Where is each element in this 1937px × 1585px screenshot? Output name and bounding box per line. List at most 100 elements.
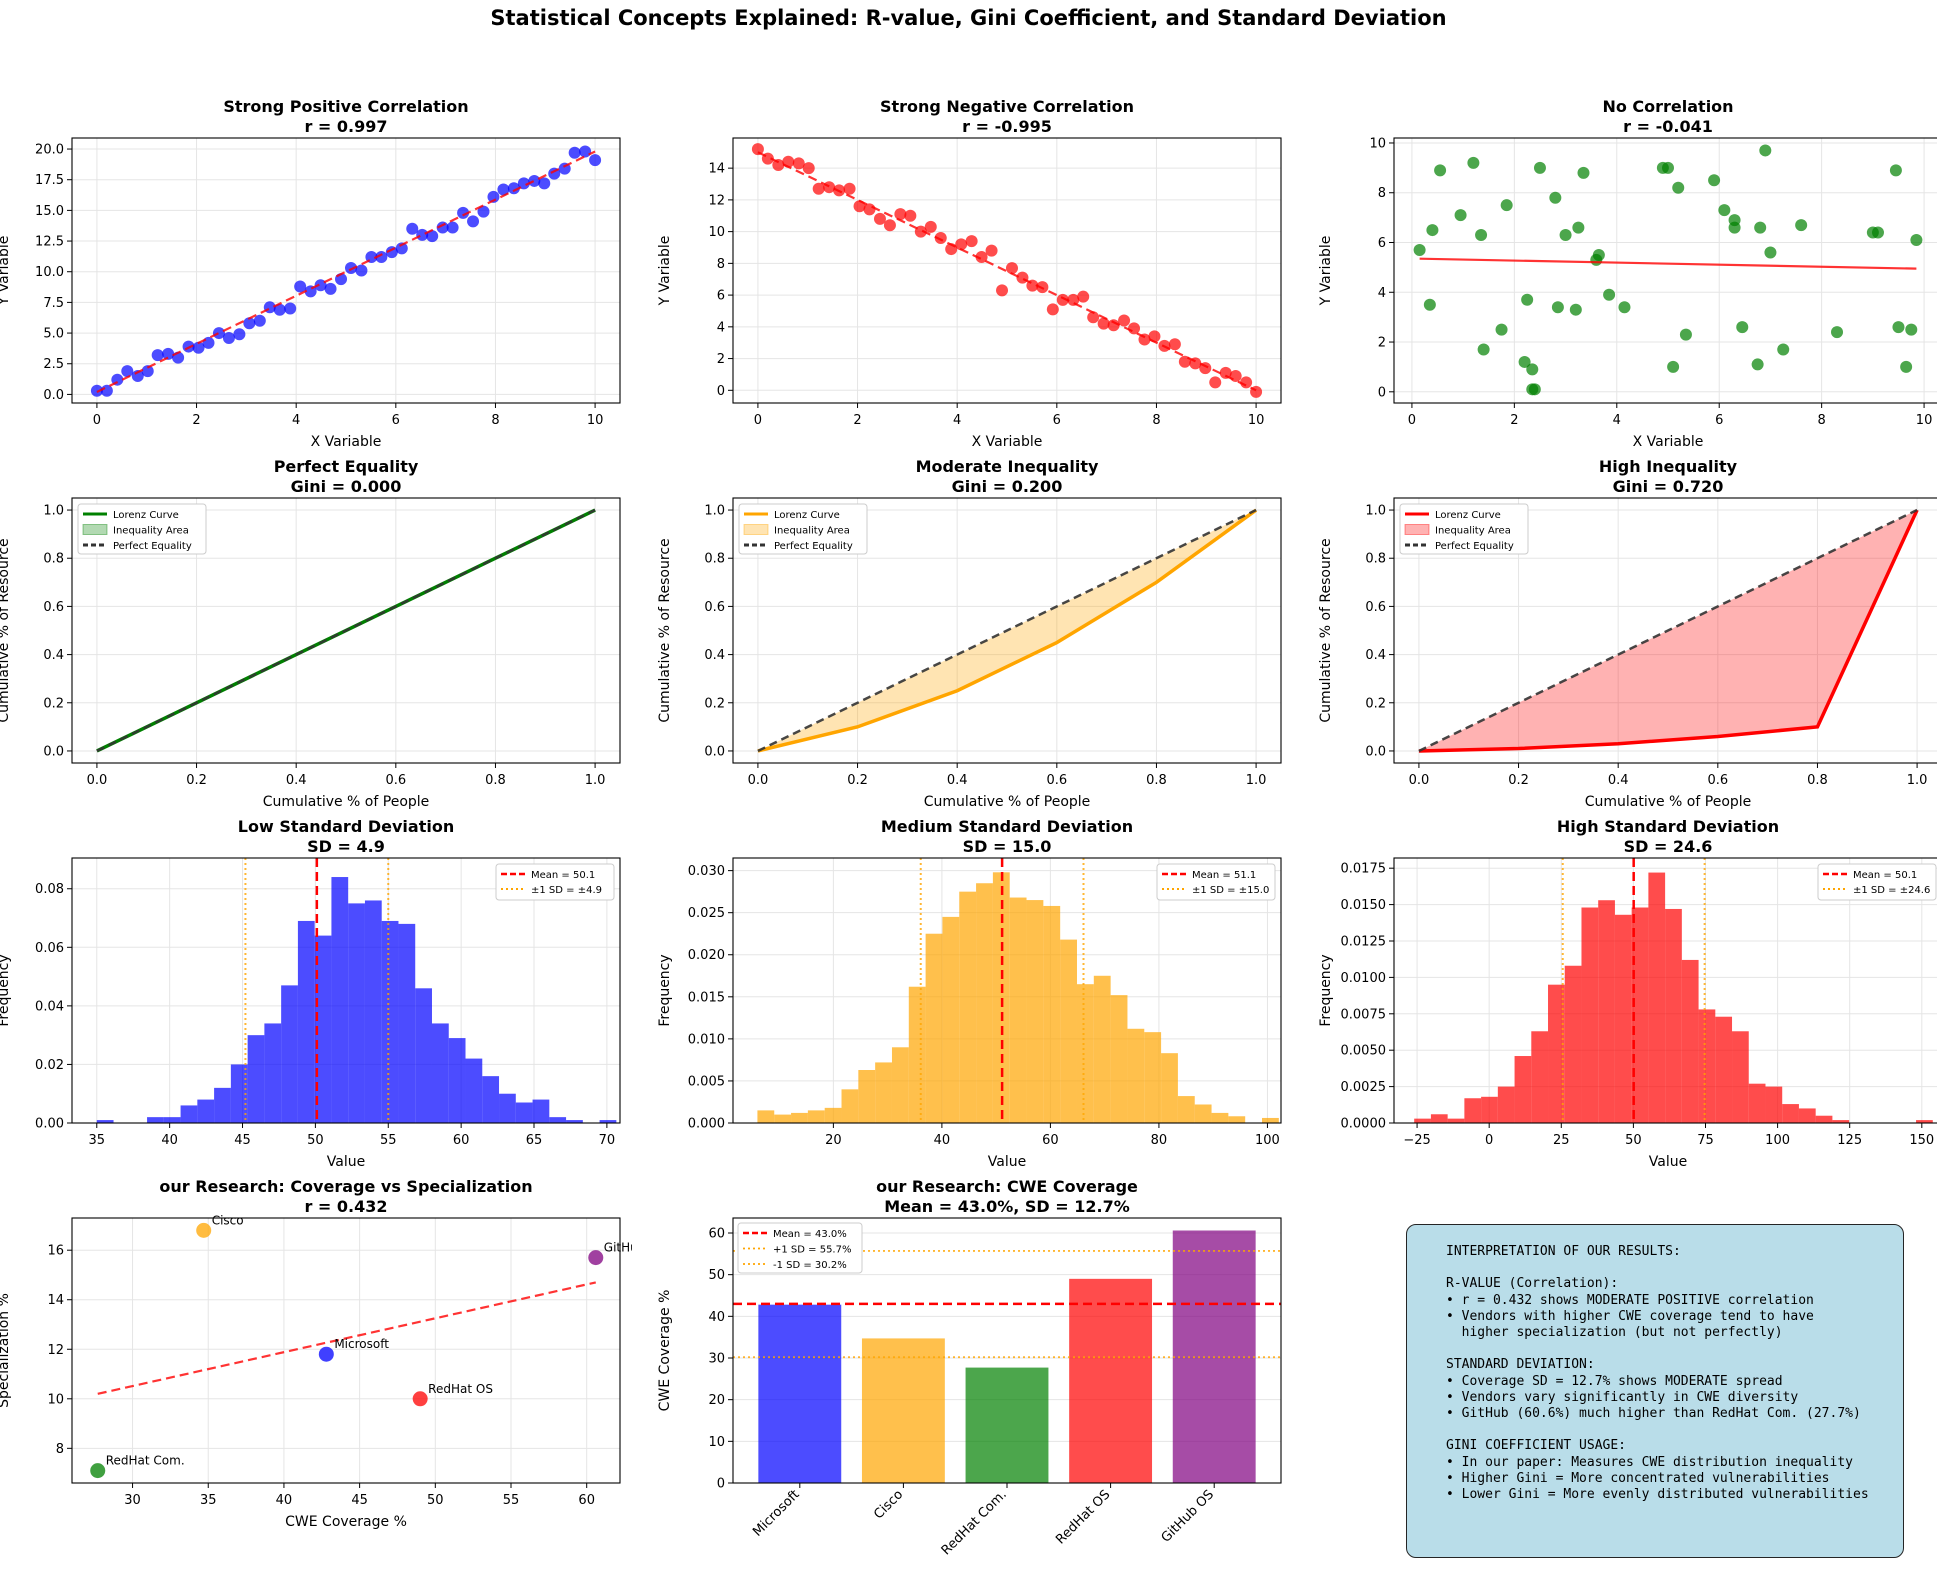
perfect-equality-line	[1418, 508, 1918, 753]
y-tick-label: 4	[1378, 286, 1386, 301]
x-axis: −25 0 25 50 75 100 125 150	[1403, 1123, 1934, 1148]
legend: Lorenz Curve Inequality Area Perfect Equal…	[77, 503, 207, 555]
y-tick-label: 0.4	[704, 648, 725, 663]
x-tick-label: 8	[1818, 413, 1826, 428]
y-tick-label: 4	[717, 320, 725, 335]
y-axis-label: Y Variable	[657, 236, 673, 307]
scatter-point	[1592, 248, 1605, 261]
legend-label: Mean = 51.1	[1192, 870, 1256, 881]
scatter-point	[985, 244, 998, 257]
scatter-point	[314, 279, 327, 292]
scatter-point	[924, 220, 937, 233]
scatter-point	[1467, 156, 1480, 169]
histogram-bar	[1228, 1116, 1246, 1123]
histogram-bar	[807, 1110, 825, 1123]
histogram-bar	[1177, 1096, 1195, 1123]
scatter-point	[1736, 321, 1749, 334]
chart-subtitle: SD = 15.0	[963, 837, 1052, 856]
y-tick-label: 0.00	[35, 1117, 64, 1132]
x-tick-label: 2	[1510, 413, 1518, 428]
histogram-bar	[942, 916, 960, 1123]
x-tick-label: 125	[1837, 1133, 1862, 1148]
interpretation-line: • r = 0.432 shows MODERATE POSITIVE corr…	[1446, 1292, 1814, 1308]
y-axis: 0.0000 0.0025 0.0050 0.0075 0.0100 0.0125 0.01…	[1341, 862, 1394, 1132]
y-tick-label: 0.000	[688, 1117, 725, 1132]
scatter-point	[1795, 219, 1808, 232]
y-tick-label: 0.025	[688, 906, 725, 921]
chart-subtitle: Gini = 0.200	[952, 477, 1063, 496]
scatter-point	[568, 146, 581, 159]
y-tick-label: 0.6	[704, 600, 725, 615]
scatter-point	[151, 349, 164, 362]
histogram-bar	[925, 933, 943, 1123]
histogram-bar	[992, 872, 1010, 1123]
x-axis-label: Cumulative % of People	[1585, 794, 1752, 810]
y-tick-label: 0.0	[43, 744, 64, 759]
scatter-point	[1728, 214, 1741, 227]
histogram-bar	[1765, 1086, 1783, 1123]
histogram-bar	[774, 1114, 792, 1123]
y-axis-label: Frequency	[1318, 954, 1334, 1026]
legend: Mean = 50.1 ±1 SD = ±4.9	[495, 863, 615, 901]
scatter-point	[1219, 366, 1232, 379]
scatter-point	[426, 230, 439, 243]
scatter-point	[1603, 288, 1616, 301]
chart-title: Strong Negative Correlation	[880, 97, 1134, 116]
y-axis: 0 10 20 30 40 50 60	[708, 1227, 733, 1492]
histogram-bar	[757, 1110, 775, 1123]
y-tick-label: 0.06	[35, 941, 64, 956]
y-axis-label: Cumulative % of Resource	[657, 538, 673, 722]
x-axis: 0.0 0.2 0.4 0.6 0.8 1.0	[87, 763, 605, 788]
vendor-label: RedHat OS	[428, 1382, 493, 1396]
histogram-bar	[281, 985, 298, 1123]
chart-subtitle: SD = 24.6	[1624, 837, 1713, 856]
legend-label: +1 SD = 55.7%	[773, 1245, 851, 1256]
legend-frame	[1817, 863, 1937, 901]
scatter-point	[324, 282, 337, 295]
x-tick-label: 0.8	[485, 773, 506, 788]
x-tick-label: 40	[161, 1133, 178, 1148]
interpretation-line: higher specialization (but not perfectly…	[1446, 1325, 1783, 1341]
x-tick-label: 4	[953, 413, 961, 428]
scatter-point	[1549, 191, 1562, 204]
y-axis: 0.0 0.2 0.4 0.6 0.8 1.0	[1365, 504, 1394, 759]
scatter-point	[517, 177, 530, 190]
x-tick-label: 0.6	[1046, 773, 1067, 788]
interpretation-line	[1446, 1341, 1896, 1357]
histogram-bar	[1127, 1028, 1145, 1123]
legend-label: Lorenz Curve	[113, 510, 179, 521]
y-tick-label: 10	[1369, 136, 1386, 151]
scatter-point	[1718, 204, 1731, 217]
x-tick-label: 0	[754, 413, 762, 428]
chart-subtitle: Gini = 0.720	[1613, 477, 1724, 496]
x-tick-label: Microsoft	[750, 1487, 802, 1539]
y-tick-label: 0.005	[688, 1074, 725, 1089]
x-tick-label: 0.2	[1508, 773, 1529, 788]
scatter-point	[1679, 328, 1692, 341]
y-tick-label: 15.0	[35, 204, 64, 219]
y-tick-label: 8	[56, 1442, 64, 1457]
legend-frame	[495, 863, 615, 901]
histogram-bar	[549, 1117, 567, 1123]
y-tick-label: 17.5	[35, 173, 64, 188]
histogram-bar	[959, 891, 977, 1123]
interpretation-line: • Vendors vary significantly in CWE dive…	[1446, 1389, 1799, 1405]
histogram-bar	[1211, 1112, 1229, 1123]
histogram-bar	[1614, 914, 1632, 1123]
x-tick-label: 0.0	[87, 773, 108, 788]
legend-swatch	[743, 524, 769, 535]
scatter-point	[965, 235, 978, 248]
x-tick-label: 0.4	[286, 773, 307, 788]
histogram-bar	[1564, 965, 1582, 1123]
scatter-point	[477, 205, 490, 218]
perfect-equality-line	[96, 508, 596, 753]
legend-label: ±1 SD = ±4.9	[531, 885, 602, 896]
x-tick-label: 60	[1042, 1133, 1059, 1148]
y-tick-label: 0.04	[35, 999, 64, 1014]
x-axis: 0.0 0.2 0.4 0.6 0.8 1.0	[748, 763, 1266, 788]
y-tick-label: 8	[717, 257, 725, 272]
x-tick-label: 0	[93, 413, 101, 428]
scatter-point	[538, 177, 551, 190]
y-tick-label: 0.0025	[1341, 1080, 1387, 1095]
